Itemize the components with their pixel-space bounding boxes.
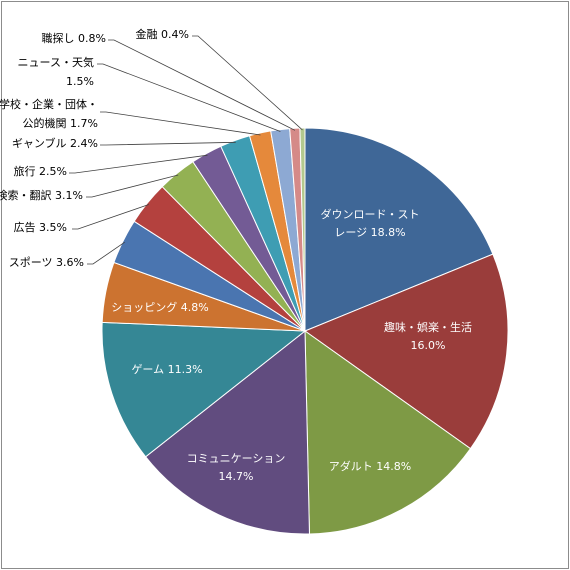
leader-line — [108, 39, 296, 131]
slice-data-label: ショッピング 4.8% — [111, 300, 208, 314]
slice-data-label: ダウンロード・スト — [321, 207, 420, 221]
slice-data-label: 1.5% — [66, 75, 94, 88]
slice-data-label: 趣味・娯楽・生活 — [384, 320, 472, 334]
slice-data-label: スポーツ 3.6% — [9, 256, 84, 269]
slice-data-label: アダルト 14.8% — [329, 459, 411, 473]
leader-line — [100, 111, 261, 136]
slice-data-label: 公的機関 1.7% — [23, 116, 98, 130]
slice-data-label: ゲーム 11.3% — [131, 363, 202, 376]
slice-data-label: 旅行 2.5% — [14, 164, 67, 178]
leader-line — [87, 241, 125, 265]
slice-data-label: 職探し 0.8% — [42, 32, 106, 45]
slice-data-label: コミュニケーション — [187, 452, 286, 465]
leader-line — [100, 141, 236, 146]
pie-slice — [303, 253, 509, 450]
slice-data-label: 検索・翻訳 3.1% — [0, 188, 83, 202]
leader-line — [97, 63, 281, 132]
leader-line — [86, 174, 179, 198]
slice-data-label: 広告 3.5% — [14, 221, 67, 234]
pie-slice — [144, 329, 310, 535]
slice-data-label: ニュース・天気 — [18, 55, 94, 69]
pie-slice — [101, 321, 307, 458]
pie-slice — [304, 330, 472, 535]
slice-data-label: 学校・企業・団体・ — [0, 97, 98, 111]
slice-data-label: ギャンブル 2.4% — [12, 136, 98, 150]
slice-data-label: 金融 0.4% — [136, 27, 189, 41]
leader-line — [192, 35, 303, 131]
pie-slice — [304, 127, 494, 332]
slice-data-label: レージ 18.8% — [334, 226, 405, 239]
slice-data-label: 16.0% — [411, 339, 446, 352]
slice-data-label: 14.7% — [219, 470, 254, 483]
leader-line — [72, 204, 149, 230]
leader-line — [69, 154, 208, 174]
